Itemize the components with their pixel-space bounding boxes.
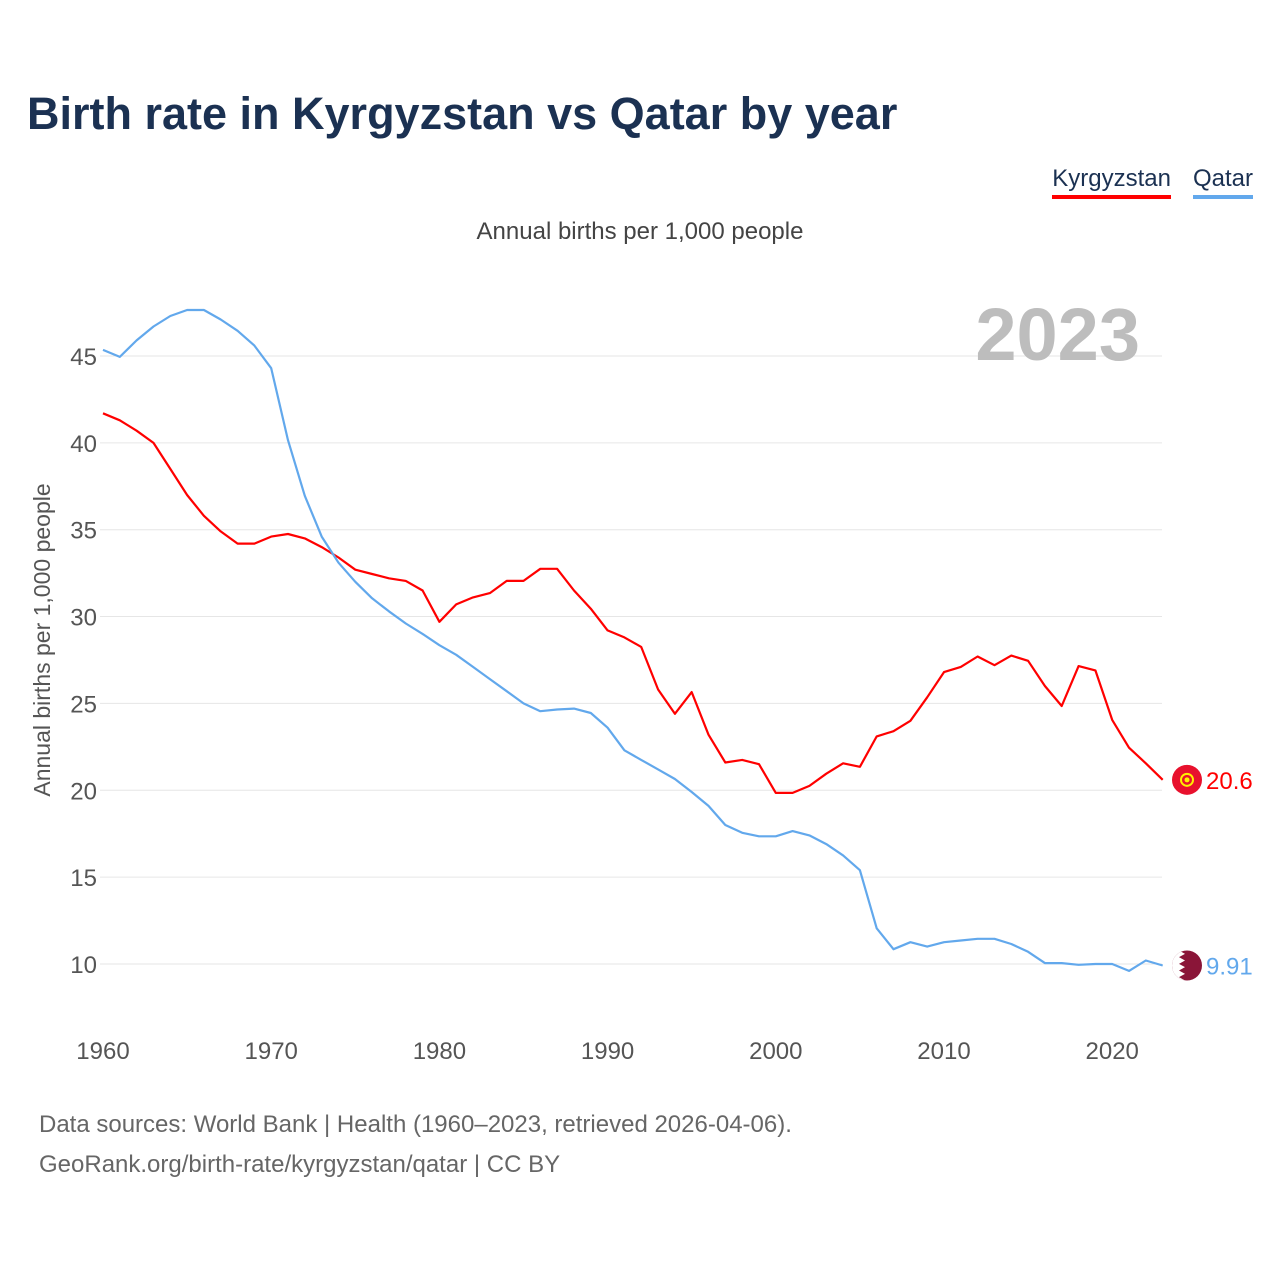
y-tick-label: 10 bbox=[70, 952, 97, 979]
source-link[interactable]: GeoRank.org/birth-rate/kyrgyzstan/qatar … bbox=[39, 1151, 561, 1178]
y-tick-label: 40 bbox=[70, 431, 97, 458]
flag-icon-qatar bbox=[1172, 950, 1202, 981]
y-tick-label: 30 bbox=[70, 605, 97, 632]
y-tick-label: 35 bbox=[70, 518, 97, 545]
chart-subtitle: Annual births per 1,000 people bbox=[476, 218, 804, 245]
x-tick-label: 1990 bbox=[581, 1038, 634, 1065]
end-value-label-kyrgyzstan: 20.6 bbox=[1206, 768, 1253, 795]
legend-item-qatar[interactable]: Qatar bbox=[1192, 165, 1253, 199]
legend: Kyrgyzstan Qatar bbox=[1052, 165, 1253, 199]
end-value-label-qatar: 9.91 bbox=[1206, 954, 1253, 981]
series-lines bbox=[102, 308, 1164, 972]
data-source: Data sources: World Bank | Health (1960–… bbox=[39, 1111, 792, 1138]
series-line-qatar bbox=[102, 308, 1164, 972]
y-tick-label: 15 bbox=[70, 865, 97, 892]
x-tick-label: 2020 bbox=[1086, 1038, 1139, 1065]
y-tick-label: 45 bbox=[70, 344, 97, 371]
x-tick-label: 2010 bbox=[917, 1038, 970, 1065]
gridlines bbox=[100, 355, 1162, 965]
x-tick-label: 2000 bbox=[749, 1038, 802, 1065]
y-tick-label: 25 bbox=[70, 691, 97, 718]
y-tick-label: 20 bbox=[70, 778, 97, 805]
x-tick-label: 1980 bbox=[413, 1038, 466, 1065]
series-line-kyrgyzstan bbox=[102, 412, 1164, 794]
y-axis-label: Annual births per 1,000 people bbox=[29, 483, 55, 796]
chart-title: Birth rate in Kyrgyzstan vs Qatar by yea… bbox=[27, 88, 898, 139]
x-tick-label: 1960 bbox=[76, 1038, 129, 1065]
flag-icon-kyrgyzstan bbox=[1172, 764, 1202, 795]
axis-ticks: 10 15 20 25 30 35 40 45 1960 1970 1980 1990 2000 2010… bbox=[70, 344, 1139, 1065]
x-tick-label: 1970 bbox=[245, 1038, 298, 1065]
year-watermark: 2023 bbox=[975, 293, 1140, 376]
end-markers: 20.6 9.91 bbox=[1172, 764, 1253, 981]
footer: Data sources: World Bank | Health (1960–… bbox=[39, 1105, 792, 1185]
legend-item-kyrgyzstan[interactable]: Kyrgyzstan bbox=[1052, 165, 1171, 199]
